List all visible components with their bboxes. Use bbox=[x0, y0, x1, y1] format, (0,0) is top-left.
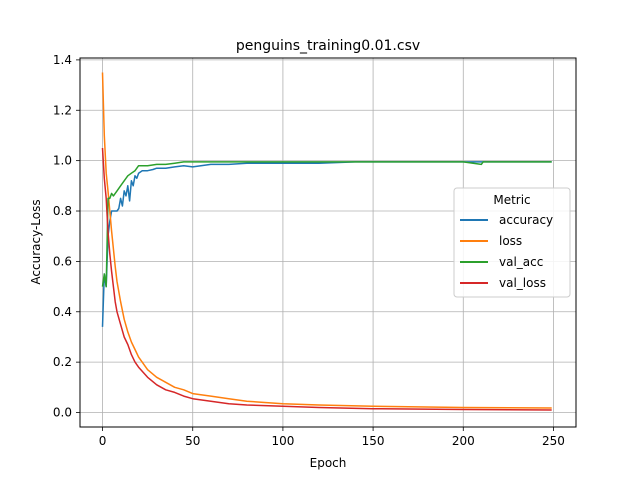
x-tick-label: 50 bbox=[185, 434, 200, 448]
y-tick-label: 0.4 bbox=[53, 305, 72, 319]
plot-frame bbox=[79, 57, 577, 428]
y-tick-label: 0.8 bbox=[53, 204, 72, 218]
legend-label: accuracy bbox=[499, 213, 553, 227]
legend-items: accuracy loss val_acc val_loss bbox=[460, 213, 553, 290]
y-tick-label: 1.0 bbox=[53, 154, 72, 168]
legend-box bbox=[453, 187, 571, 298]
x-tick-label: 150 bbox=[362, 434, 385, 448]
series-line-accuracy bbox=[101, 161, 552, 327]
legend-label: loss bbox=[499, 234, 522, 248]
x-axis-label: Epoch bbox=[310, 456, 347, 470]
y-tick-label: 1.2 bbox=[53, 103, 72, 117]
legend-label: val_acc bbox=[499, 255, 543, 269]
legend: Metric accuracy loss val_acc val_loss bbox=[453, 187, 571, 298]
legend-label: val_loss bbox=[499, 276, 546, 290]
y-tick-label: 0.0 bbox=[53, 406, 72, 420]
x-tick-label: 100 bbox=[271, 434, 294, 448]
y-axis-label: Accuracy-Loss bbox=[29, 199, 43, 284]
series-line-val-loss bbox=[101, 147, 552, 411]
chart-title: penguins_training0.01.csv bbox=[236, 38, 420, 54]
y-tick-label: 0.6 bbox=[53, 254, 72, 268]
series-lines bbox=[101, 72, 552, 411]
x-tick-label: 0 bbox=[99, 434, 107, 448]
y-tick-label: 0.2 bbox=[53, 355, 72, 369]
series-line-loss bbox=[101, 72, 552, 409]
series-line-val-acc bbox=[101, 161, 552, 288]
x-axis: 0 50 100 150 200 250 bbox=[99, 427, 565, 448]
x-tick-label: 250 bbox=[542, 434, 565, 448]
legend-title: Metric bbox=[493, 193, 530, 207]
x-tick-label: 200 bbox=[452, 434, 475, 448]
y-axis: 0.0 0.2 0.4 0.6 0.8 1.0 1.2 1.4 bbox=[53, 53, 80, 420]
y-tick-label: 1.4 bbox=[53, 53, 72, 67]
